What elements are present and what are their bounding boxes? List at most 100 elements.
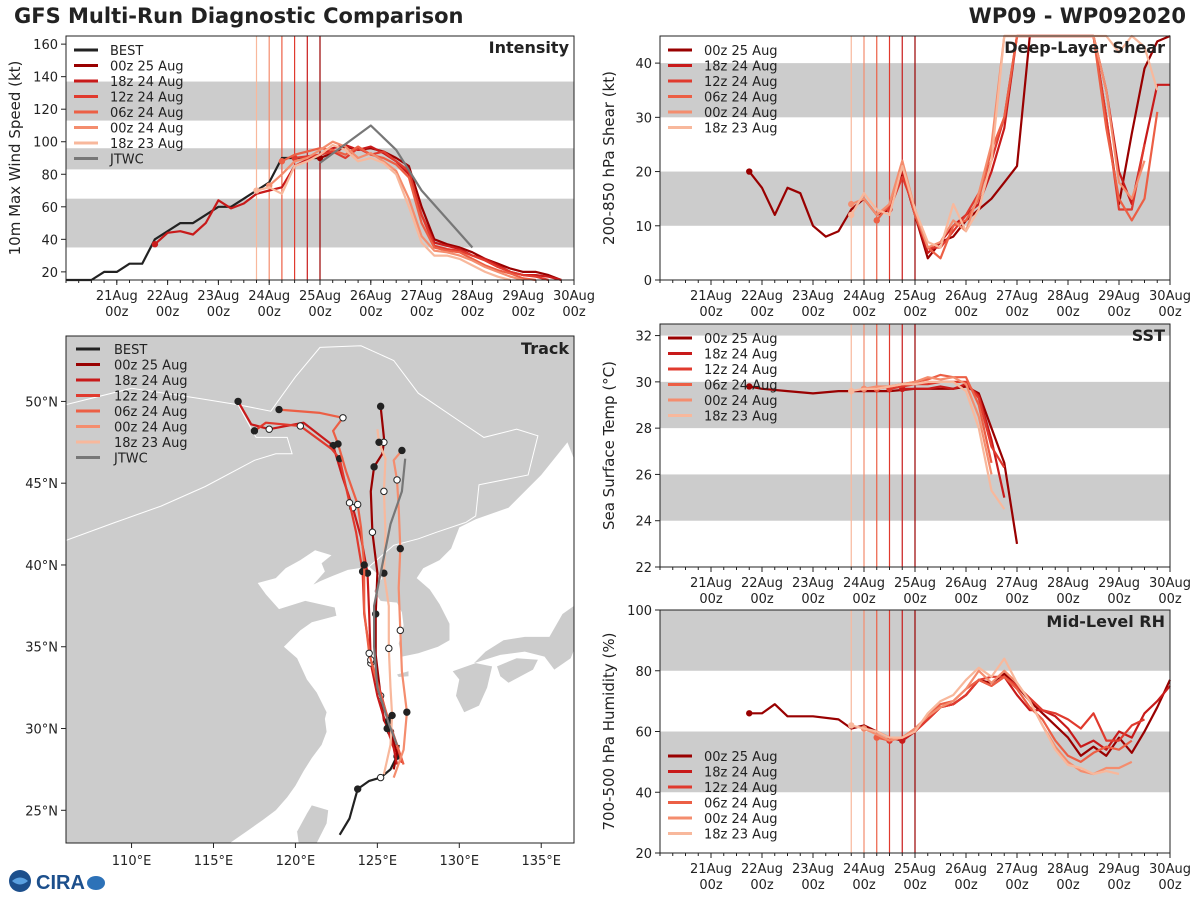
track-legend-label: JTWC [113, 452, 148, 467]
track-lat-label: 25°N [25, 804, 58, 819]
rh-xtick-label-day: 28Aug [1047, 862, 1089, 877]
track-lat-label: 50°N [25, 395, 58, 410]
sst-legend-label: 00z 25 Aug [704, 332, 778, 347]
intensity-ytick-label: 140 [33, 71, 58, 86]
track-position-marker [360, 561, 368, 569]
intensity-ytick-label: 20 [41, 266, 58, 281]
shear-xtick-label-hour: 00z [1056, 305, 1080, 320]
sst-xtick-label-day: 26Aug [945, 576, 987, 591]
track-position-marker [368, 528, 377, 536]
sst-ytick-label: 26 [635, 468, 652, 483]
track-land-border [66, 404, 293, 541]
intensity-xtick-label-day: 21Aug [96, 289, 138, 304]
rh-legend-label: 00z 24 Aug [704, 812, 778, 827]
shear-series-start-point [848, 211, 855, 219]
sst-xtick-label-hour: 00z [1005, 592, 1029, 607]
sst-xtick-label-day: 27Aug [996, 576, 1038, 591]
shear-xtick-label-hour: 00z [852, 305, 876, 320]
shear-legend-label: 00z 24 Aug [704, 106, 778, 121]
sst-ytick-label: 32 [635, 330, 652, 345]
panel-track: 110°E 115°E 120°E 125°E 130°E 135°E 25°N 30°N 35… [25, 335, 575, 869]
sst-ytick-label: 30 [635, 376, 652, 391]
cira-logo: CIRA [9, 870, 105, 894]
rh-ytick-label: 60 [635, 726, 652, 741]
shear-xtick-label-day: 25Aug [894, 289, 936, 304]
shear-xtick-label-day: 30Aug [1149, 289, 1191, 304]
track-position-marker [380, 487, 388, 496]
sst-ylabel: Sea Surface Temp (°C) [600, 361, 618, 530]
rh-ytick-label: 20 [635, 847, 652, 862]
sst-ytick-label: 22 [635, 561, 652, 576]
track-lon-label: 125°E [358, 854, 398, 869]
sst-xtick-label-day: 30Aug [1149, 576, 1191, 591]
track-position-marker [403, 708, 411, 716]
intensity-series-line [268, 140, 524, 282]
track-position-marker [393, 476, 401, 484]
intensity-ylabel: 10m Max Wind Speed (kt) [6, 61, 24, 256]
shear-legend-label: 18z 24 Aug [704, 60, 778, 75]
track-position-marker [339, 414, 347, 422]
rh-ylabel: 700-500 hPa Humidity (%) [600, 632, 618, 830]
track-lat-label: 40°N [25, 559, 58, 574]
intensity-ytick-label: 120 [33, 103, 58, 118]
rh-xtick-label-hour: 00z [903, 878, 927, 893]
panel-intensity: 2040608010012014016021Aug00z22Aug00z23Au… [6, 35, 595, 320]
sst-xtick-label-hour: 00z [1056, 592, 1080, 607]
track-lat-label: 45°N [25, 477, 58, 492]
track-lat-label: 35°N [25, 641, 58, 656]
shear-ytick-label: 20 [635, 166, 652, 181]
rh-series-line [863, 669, 1133, 776]
intensity-series-line [319, 124, 474, 249]
intensity-xtick-label-day: 28Aug [451, 289, 493, 304]
intensity-xtick-label-day: 24Aug [248, 289, 290, 304]
sst-ytick-label: 24 [635, 515, 652, 530]
intensity-series-start-point [151, 241, 159, 248]
intensity-legend-label: 18z 24 Aug [110, 75, 184, 90]
rh-legend-label: 18z 23 Aug [704, 828, 778, 843]
track-position-marker [398, 446, 406, 455]
track-legend-label: BEST [114, 343, 147, 358]
shear-panel-title: Deep-Layer Shear [1004, 38, 1165, 57]
sst-xtick-label-day: 22Aug [741, 576, 783, 591]
shear-legend-label: 00z 25 Aug [704, 44, 778, 59]
track-position-marker [334, 440, 342, 448]
shear-xtick-label-day: 26Aug [945, 289, 987, 304]
sst-series-line [902, 383, 1006, 498]
shear-xtick-label-hour: 00z [903, 305, 927, 320]
track-lon-label: 120°E [276, 854, 316, 869]
shear-xtick-label-hour: 00z [954, 305, 978, 320]
track-path [373, 458, 407, 746]
shear-series-line [850, 34, 1146, 249]
rh-xtick-label-hour: 00z [1056, 878, 1080, 893]
sst-xtick-label-day: 21Aug [690, 576, 732, 591]
shear-ytick-label: 0 [644, 274, 652, 289]
panel-sst: 22242628303221Aug00z22Aug00z23Aug00z24Au… [600, 323, 1191, 607]
track-land-shikoku [497, 658, 538, 683]
shear-series-start-point [746, 168, 753, 175]
shear-xtick-label-hour: 00z [1158, 305, 1182, 320]
shear-xtick-label-hour: 00z [750, 305, 774, 320]
track-legend-label: 12z 24 Aug [114, 390, 188, 405]
shear-xtick-label-day: 27Aug [996, 289, 1038, 304]
panel-shear: 01020304021Aug00z22Aug00z23Aug00z24Aug00… [600, 34, 1191, 320]
track-path [392, 449, 408, 778]
track-land-kyushu [452, 663, 493, 713]
intensity-xtick-label-hour: 00z [562, 305, 586, 320]
track-position-marker [234, 397, 242, 406]
sst-legend-label: 06z 24 Aug [704, 379, 778, 394]
intensity-ytick-label: 80 [41, 168, 58, 183]
sst-series-start-point [746, 383, 753, 390]
rh-legend-label: 18z 24 Aug [704, 766, 778, 781]
track-land-border [66, 345, 539, 523]
rh-xtick-label-day: 25Aug [894, 862, 936, 877]
rh-series-line [889, 675, 1145, 742]
intensity-xtick-label-hour: 00z [258, 305, 282, 320]
intensity-xtick-label-day: 26Aug [350, 289, 392, 304]
shear-xtick-label-hour: 00z [699, 305, 723, 320]
track-path [376, 429, 394, 775]
sst-xtick-label-hour: 00z [699, 592, 723, 607]
storm-id: WP09 - WP092020 [968, 4, 1186, 28]
shear-xtick-label-hour: 00z [801, 305, 825, 320]
sst-xtick-label-day: 23Aug [792, 576, 834, 591]
sst-xtick-label-day: 24Aug [843, 576, 885, 591]
